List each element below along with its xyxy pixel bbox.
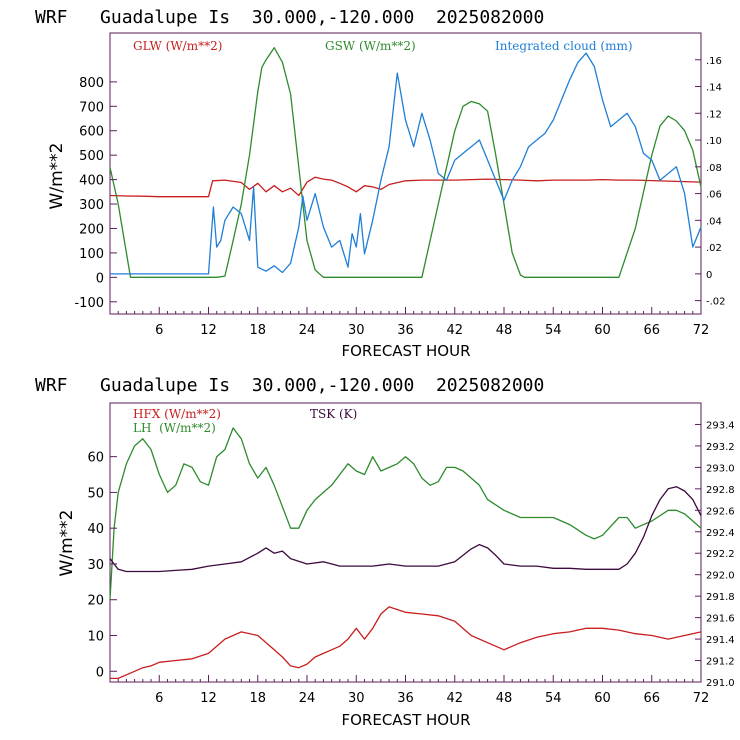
top-ytick-right-label: .02 xyxy=(706,243,722,254)
top-series-integrated-line xyxy=(110,52,702,275)
bottom-xtick-label: 18 xyxy=(249,691,266,706)
bottom-series-hfx-line xyxy=(110,606,702,680)
bottom-ytick-right-label: 291.2 xyxy=(706,657,735,668)
bottom-ytick-right-label: 292.2 xyxy=(706,549,735,560)
top-xtick-label: 24 xyxy=(299,323,316,338)
legend-gsw: GSW (W/m**2) xyxy=(325,39,416,53)
top-xtick-label: 42 xyxy=(446,323,463,338)
top-ytick-label: 800 xyxy=(79,76,104,91)
bottom-ytick-right-label: 291.6 xyxy=(706,614,735,625)
top-xtick-label: 6 xyxy=(155,323,163,338)
top-ytick-label: 300 xyxy=(79,198,104,213)
top-plot-frame xyxy=(109,32,702,315)
top-xtick-label: 60 xyxy=(594,323,611,338)
bottom-ytick-right-label: 293.0 xyxy=(706,463,735,474)
bottom-ytick-label: 60 xyxy=(87,451,104,466)
bottom-ytick-label: 20 xyxy=(87,594,104,609)
top-xtick-label: 54 xyxy=(545,323,562,338)
top-xtick-label: 18 xyxy=(249,323,266,338)
legend-tsk: TSK (K) xyxy=(310,407,357,421)
bottom-xtick-label: 12 xyxy=(200,691,217,706)
top-ytick-right-label: .06 xyxy=(706,190,722,201)
legend-hfx: HFX (W/m**2) xyxy=(133,407,221,421)
bottom-ytick-right-label: 292.4 xyxy=(706,528,735,539)
top-ytick-right-label: .04 xyxy=(706,216,722,227)
bottom-ytick-right-label: 292.0 xyxy=(706,571,735,582)
bottom-xtick-label: 72 xyxy=(693,691,710,706)
top-ytick-right-label: .12 xyxy=(706,109,722,120)
top-xtick-label: 72 xyxy=(693,323,710,338)
bottom-ytick-right-label: 293.2 xyxy=(706,442,735,453)
bottom-x-axis-label: FORECAST HOUR xyxy=(341,711,470,729)
bottom-series-lh-line xyxy=(109,427,702,600)
top-ytick-right-label: .16 xyxy=(706,56,722,67)
bottom-xtick-label: 24 xyxy=(299,691,316,706)
bottom-xtick-label: 54 xyxy=(545,691,562,706)
bottom-ytick-label: 40 xyxy=(87,522,104,537)
bottom-xtick-label: 36 xyxy=(397,691,414,706)
bottom-ytick-label: 10 xyxy=(87,630,104,645)
top-xtick-label: 36 xyxy=(397,323,414,338)
bottom-xtick-label: 60 xyxy=(594,691,611,706)
top-series-glw-line xyxy=(109,176,702,198)
bottom-ytick-right-label: 291.4 xyxy=(706,635,735,646)
bottom-ytick-label: 30 xyxy=(87,558,104,573)
bottom-ytick-right-label: 292.6 xyxy=(706,506,735,517)
legend-lh: LH (W/m**2) xyxy=(133,421,216,435)
bottom-xtick-label: 6 xyxy=(155,691,163,706)
bottom-series-tsk-line xyxy=(109,486,702,573)
top-xtick-label: 12 xyxy=(200,323,217,338)
bottom-series-lines xyxy=(109,427,702,680)
bottom-xtick-label: 66 xyxy=(643,691,660,706)
bottom-ytick-right-label: 293.4 xyxy=(706,420,735,431)
top-xtick-label: 66 xyxy=(643,323,660,338)
legend-glw: GLW (W/m**2) xyxy=(133,39,222,53)
top-ytick-right-label: -.02 xyxy=(706,297,726,308)
legend-integrated-cloud: Integrated cloud (mm) xyxy=(495,39,633,53)
top-ytick-right-label: .08 xyxy=(706,163,722,174)
top-ytick-label: 500 xyxy=(79,149,104,164)
top-ytick-label: 700 xyxy=(79,100,104,115)
top-axis-ticks: 6 12 18 24 30 36 42 48 54 60 66 72 -100 0 100 200 300 400… xyxy=(74,56,725,338)
top-ytick-label: 400 xyxy=(79,174,104,189)
bottom-plot-frame xyxy=(109,402,702,683)
bottom-ytick-right-label: 292.8 xyxy=(706,485,735,496)
top-chart-title: WRF Guadalupe Is 30.000,-120.000 2025082… xyxy=(35,7,544,28)
bottom-ytick-right-label: 291.0 xyxy=(706,678,735,689)
top-series-lines xyxy=(109,47,702,278)
top-y-axis-label: W/m**2 xyxy=(47,143,67,210)
bottom-xtick-label: 48 xyxy=(496,691,513,706)
bottom-xtick-label: 30 xyxy=(348,691,365,706)
top-ytick-right-label: .14 xyxy=(706,83,722,94)
bottom-ytick-label: 50 xyxy=(87,486,104,501)
top-ytick-right-label: 0 xyxy=(706,270,712,281)
top-ytick-right-label: .10 xyxy=(706,136,722,147)
top-ytick-label: -100 xyxy=(74,296,104,311)
bottom-axis-ticks: 6 12 18 24 30 36 42 48 54 60 66 72 0 10 20 30 40 50 60 291.… xyxy=(87,420,734,706)
top-x-axis-label: FORECAST HOUR xyxy=(341,342,470,360)
top-ytick-label: 200 xyxy=(79,222,104,237)
top-ytick-label: 600 xyxy=(79,125,104,140)
bottom-ytick-right-label: 291.8 xyxy=(706,592,735,603)
bottom-chart-title: WRF Guadalupe Is 30.000,-120.000 2025082… xyxy=(35,375,544,396)
bottom-ytick-label: 0 xyxy=(96,665,104,680)
bottom-y-axis-label: W/m**2 xyxy=(57,510,77,577)
top-xtick-label: 30 xyxy=(348,323,365,338)
top-ytick-label: 0 xyxy=(96,271,104,286)
top-series-gsw-line xyxy=(109,47,702,278)
bottom-xtick-label: 42 xyxy=(446,691,463,706)
top-xtick-label: 48 xyxy=(496,323,513,338)
top-ytick-label: 100 xyxy=(79,247,104,262)
